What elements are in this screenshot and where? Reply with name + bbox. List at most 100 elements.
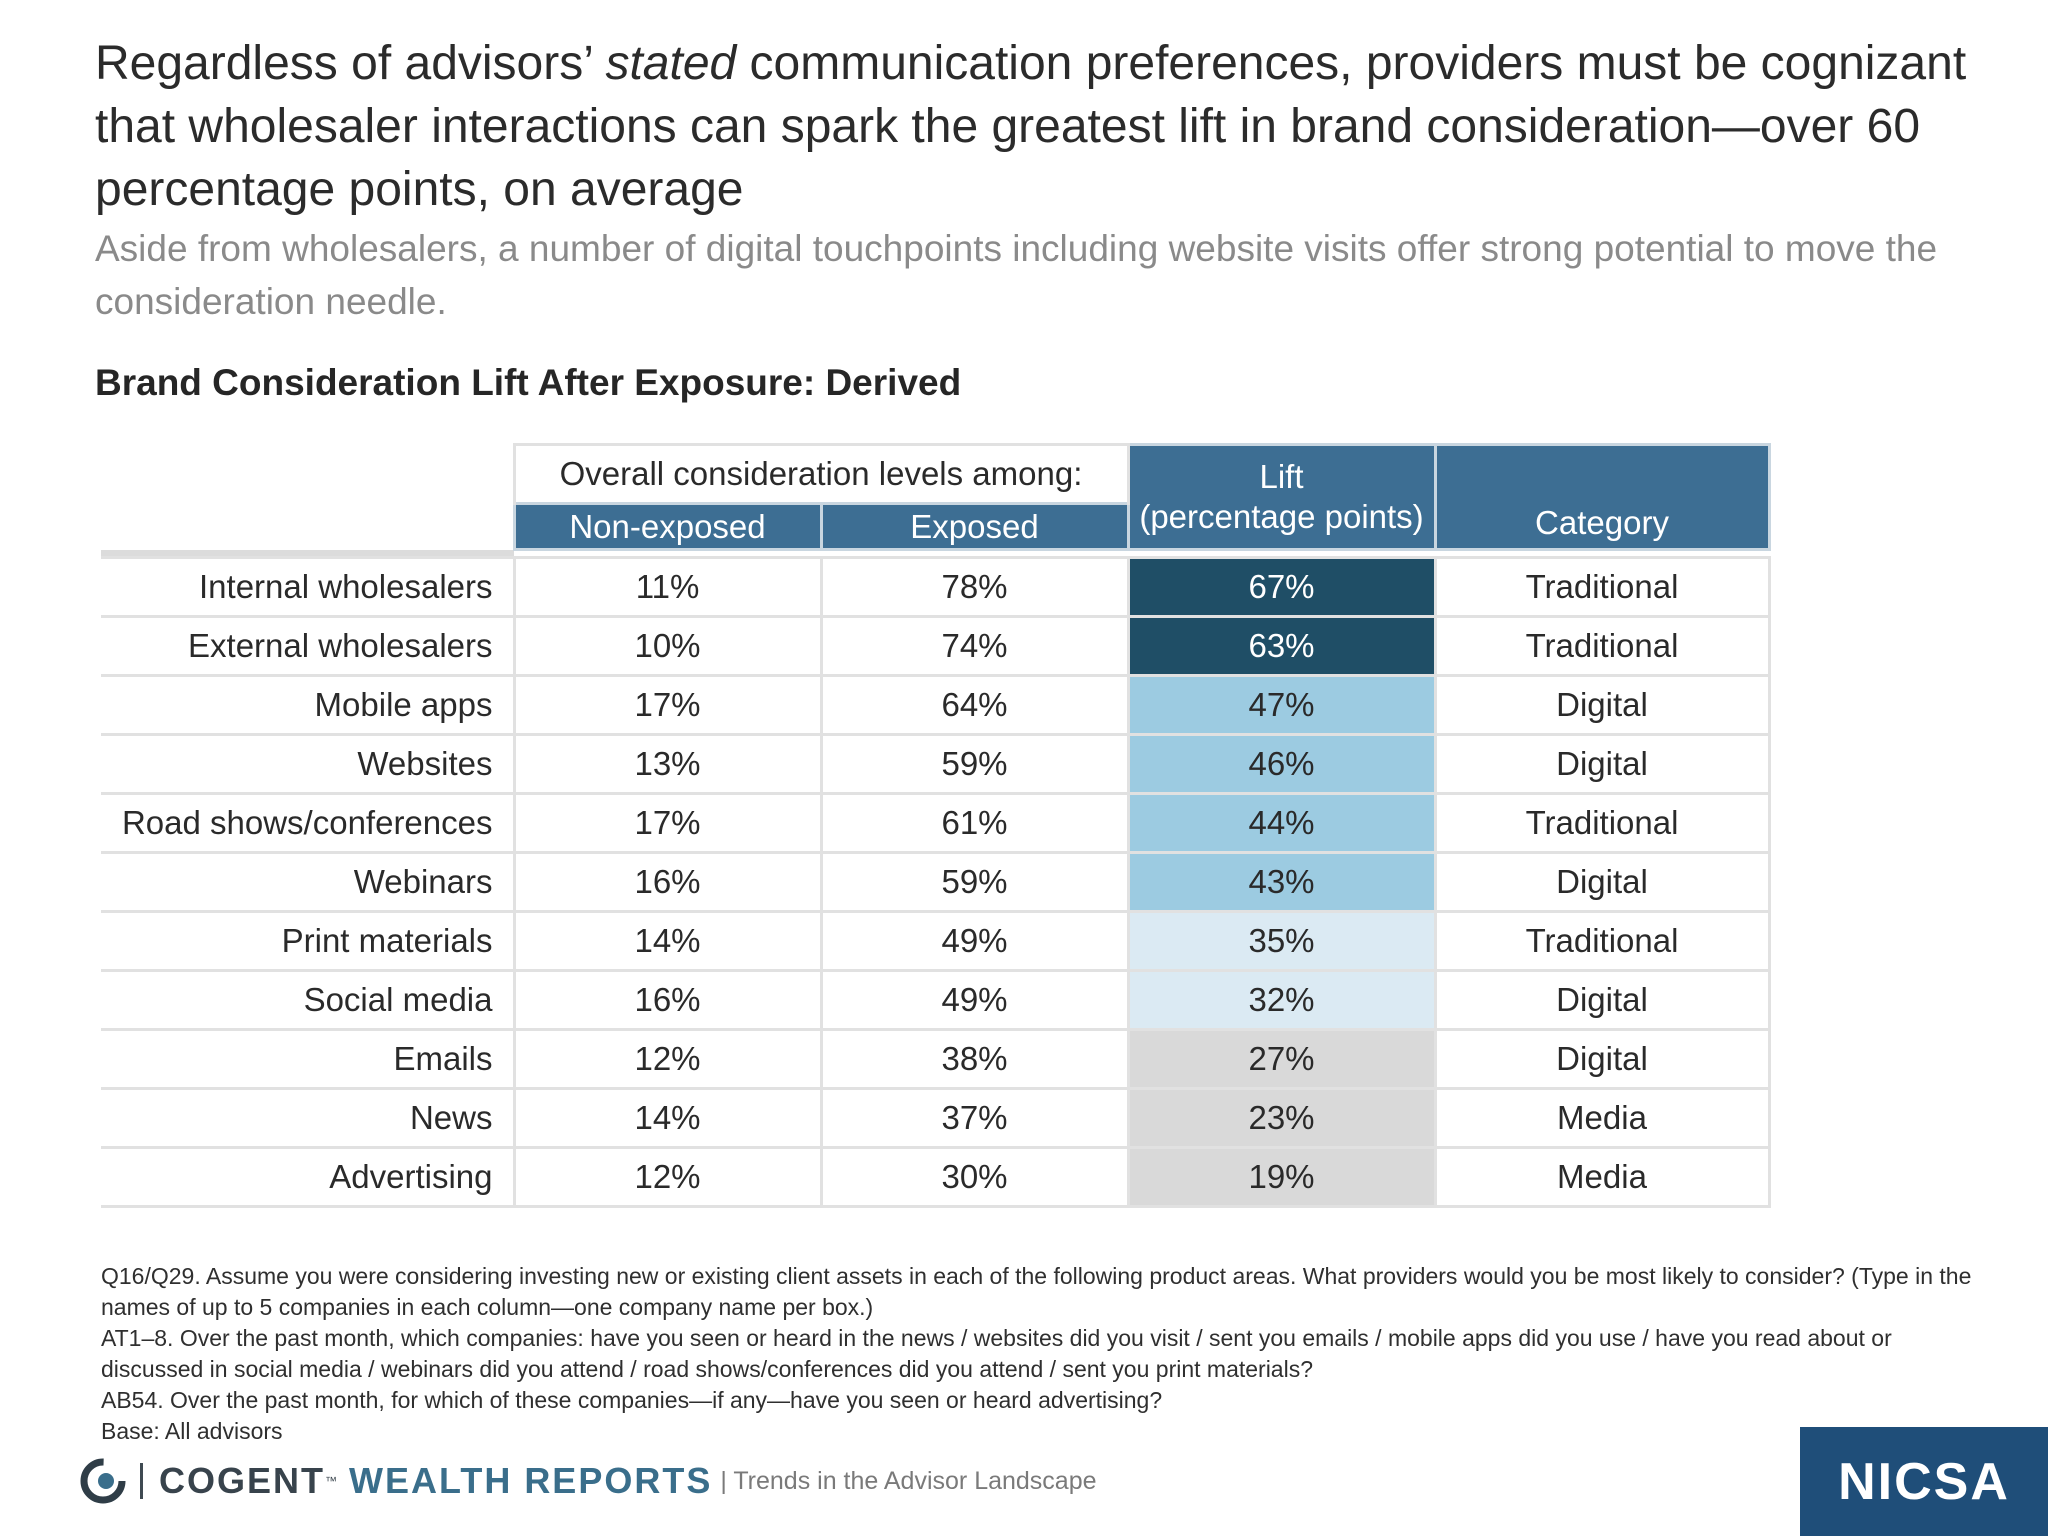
lift-value: 27% [1126, 1028, 1437, 1090]
table-row: Advertising 12% 30% 19% Media [101, 1146, 1771, 1208]
lift-value: 19% [1126, 1146, 1437, 1208]
header-blank [101, 445, 514, 504]
row-label: Internal wholesalers [101, 556, 516, 618]
row-label: Road shows/conferences [101, 792, 516, 854]
header-separator [821, 550, 1128, 558]
exposed-value: 78% [819, 556, 1130, 618]
footnote: Base: All advisors [101, 1418, 283, 1444]
consideration-table: Overall consideration levels among: Lift… [101, 443, 1771, 1208]
header-separator [101, 549, 514, 558]
category-value: Media [1433, 1087, 1771, 1149]
non-exposed-value: 13% [512, 733, 823, 795]
lift-value: 47% [1126, 674, 1437, 736]
table-row: External wholesalers 10% 74% 63% Traditi… [101, 615, 1771, 677]
category-value: Traditional [1433, 910, 1771, 972]
lift-value: 44% [1126, 792, 1437, 854]
lift-value: 32% [1126, 969, 1437, 1031]
exposed-value: 74% [819, 615, 1130, 677]
category-value: Traditional [1433, 792, 1771, 854]
lift-header-line2: (percentage points) [1139, 498, 1424, 535]
row-label: Advertising [101, 1146, 516, 1208]
brand-cogent: COGENT [159, 1460, 326, 1501]
headline-part2: communication preferences, providers mus… [95, 37, 1967, 216]
non-exposed-value: 14% [512, 1087, 823, 1149]
row-label: News [101, 1087, 516, 1149]
table-row: Internal wholesalers 11% 78% 67% Traditi… [101, 556, 1771, 618]
row-label: Print materials [101, 910, 516, 972]
row-label: External wholesalers [101, 615, 516, 677]
category-header: Category [1433, 443, 1771, 551]
non-exposed-value: 16% [512, 851, 823, 913]
category-value: Digital [1433, 969, 1771, 1031]
row-label: Social media [101, 969, 516, 1031]
non-exposed-value: 12% [512, 1146, 823, 1208]
chart-title: Brand Consideration Lift After Exposure:… [95, 362, 962, 403]
table-row: Print materials 14% 49% 35% Traditional [101, 910, 1771, 972]
table-row: Webinars 16% 59% 43% Digital [101, 851, 1771, 913]
header-separator [514, 550, 821, 558]
non-exposed-value: 16% [512, 969, 823, 1031]
brand-wealth-reports: WEALTH REPORTS [349, 1460, 713, 1501]
table-row: Websites 13% 59% 46% Digital [101, 733, 1771, 795]
table-row: Mobile apps 17% 64% 47% Digital [101, 674, 1771, 736]
header-separator [1435, 550, 1769, 558]
category-value: Traditional [1433, 556, 1771, 618]
footnotes: Q16/Q29. Assume you were considering inv… [101, 1261, 1981, 1447]
category-value: Digital [1433, 674, 1771, 736]
category-value: Digital [1433, 851, 1771, 913]
non-exposed-value: 12% [512, 1028, 823, 1090]
exposed-value: 49% [819, 969, 1130, 1031]
exposed-value: 59% [819, 851, 1130, 913]
subhead: Aside from wholesalers, a number of digi… [95, 228, 1938, 322]
non-exposed-value: 11% [512, 556, 823, 618]
exposed-header: Exposed [819, 502, 1130, 551]
footnote: AT1–8. Over the past month, which compan… [101, 1325, 1892, 1382]
non-exposed-value: 17% [512, 674, 823, 736]
category-value: Traditional [1433, 615, 1771, 677]
exposed-value: 61% [819, 792, 1130, 854]
logo-divider [140, 1463, 143, 1499]
non-exposed-value: 10% [512, 615, 823, 677]
row-label: Emails [101, 1028, 516, 1090]
nicsa-logo: NICSA [1800, 1427, 2048, 1536]
header-blank-2 [101, 504, 514, 550]
non-exposed-header: Non-exposed [512, 502, 823, 551]
header-separator [1128, 550, 1435, 558]
exposed-value: 37% [819, 1087, 1130, 1149]
category-header-label: Category [1535, 504, 1669, 541]
group-header: Overall consideration levels among: [512, 443, 1130, 504]
cogent-logo: COGENT ™ WEALTH REPORTS | Trends in the … [80, 1455, 1097, 1507]
lift-header-line1: Lift [1259, 458, 1304, 495]
table-row: News 14% 37% 23% Media [101, 1087, 1771, 1149]
category-value: Media [1433, 1146, 1771, 1208]
lift-header: Lift (percentage points) [1126, 443, 1437, 551]
cogent-swirl-icon [80, 1458, 126, 1504]
lift-value: 46% [1126, 733, 1437, 795]
category-value: Digital [1433, 1028, 1771, 1090]
category-value: Digital [1433, 733, 1771, 795]
table-row: Emails 12% 38% 27% Digital [101, 1028, 1771, 1090]
lift-value: 35% [1126, 910, 1437, 972]
table-row: Social media 16% 49% 32% Digital [101, 969, 1771, 1031]
lift-value: 23% [1126, 1087, 1437, 1149]
row-label: Mobile apps [101, 674, 516, 736]
exposed-value: 30% [819, 1146, 1130, 1208]
brand-trademark: ™ [325, 1474, 338, 1488]
non-exposed-value: 17% [512, 792, 823, 854]
footnote: AB54. Over the past month, for which of … [101, 1387, 1163, 1413]
exposed-value: 38% [819, 1028, 1130, 1090]
headline-emphasis: stated [605, 37, 737, 90]
exposed-value: 59% [819, 733, 1130, 795]
lift-value: 63% [1126, 615, 1437, 677]
lift-value: 43% [1126, 851, 1437, 913]
exposed-value: 49% [819, 910, 1130, 972]
headline-part1: Regardless of advisors’ [95, 37, 606, 90]
lift-value: 67% [1126, 556, 1437, 618]
table-row: Road shows/conferences 17% 61% 44% Tradi… [101, 792, 1771, 854]
headline: Regardless of advisors’ stated communica… [95, 32, 1975, 221]
exposed-value: 64% [819, 674, 1130, 736]
non-exposed-value: 14% [512, 910, 823, 972]
footnote: Q16/Q29. Assume you were considering inv… [101, 1263, 1972, 1320]
brand-tagline: | Trends in the Advisor Landscape [720, 1466, 1097, 1495]
row-label: Websites [101, 733, 516, 795]
